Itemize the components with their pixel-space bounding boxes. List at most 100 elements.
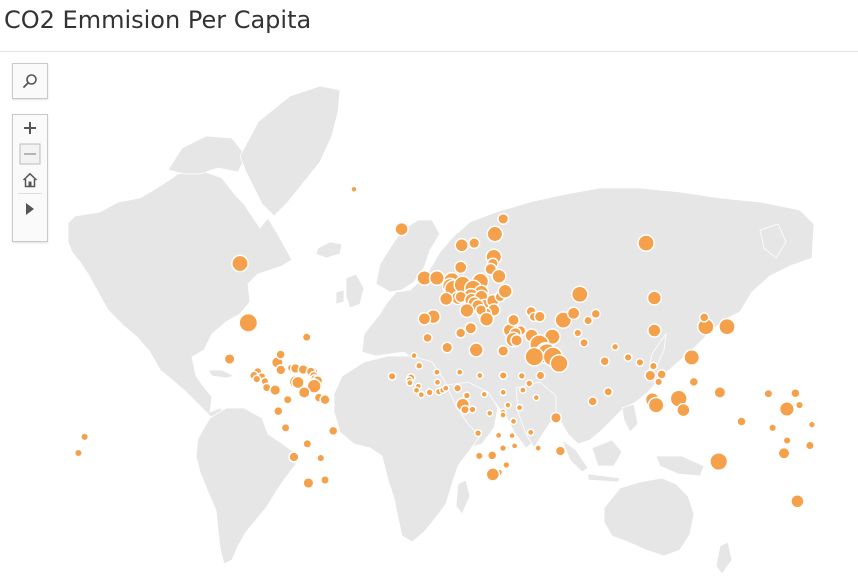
map-marker[interactable] [648,361,658,371]
map-marker[interactable] [417,390,426,399]
map-marker[interactable] [502,460,511,470]
map-marker[interactable] [319,394,331,406]
map-marker[interactable] [485,409,494,417]
map-marker[interactable] [350,185,358,193]
map-marker[interactable] [804,440,815,451]
map-marker[interactable] [637,234,655,252]
map-marker[interactable] [273,405,284,417]
map-marker[interactable] [455,368,464,377]
map-marker[interactable] [599,355,610,367]
map-marker[interactable] [485,467,501,482]
map-marker[interactable] [533,310,546,323]
map-marker[interactable] [519,386,527,394]
map-marker[interactable] [433,378,442,387]
map-marker[interactable] [790,494,805,509]
map-marker[interactable] [80,432,90,442]
map-marker[interactable] [525,379,534,388]
map-marker[interactable] [491,268,507,284]
map-marker[interactable] [394,221,409,237]
map-marker[interactable] [768,423,778,433]
map-marker[interactable] [794,400,805,410]
map-marker[interactable] [474,451,484,461]
map-marker[interactable] [499,411,507,419]
zoom-in-button[interactable] [13,115,47,141]
map-marker[interactable] [275,364,287,376]
map-marker[interactable] [507,313,520,327]
map-marker[interactable] [644,369,657,382]
map-marker[interactable] [647,396,665,414]
map-marker[interactable] [646,290,663,306]
map-marker[interactable] [252,374,262,384]
pan-mode-button[interactable] [13,194,47,224]
map-marker[interactable] [468,342,484,358]
map-marker[interactable] [415,361,424,370]
map-marker[interactable] [778,400,795,418]
map-marker[interactable] [306,378,322,394]
map-marker[interactable] [504,401,512,409]
map-marker[interactable] [425,388,434,397]
map-marker[interactable] [438,291,454,307]
map-marker[interactable] [288,451,300,463]
map-marker[interactable] [464,321,478,335]
map-marker[interactable] [441,341,454,354]
map-marker[interactable] [73,448,83,458]
map-marker[interactable] [508,431,516,440]
map-marker[interactable] [579,337,589,348]
search-button[interactable] [13,64,47,98]
zoom-out-button[interactable] [13,141,47,167]
map-marker[interactable] [610,342,620,351]
map-marker[interactable] [497,212,510,225]
map-marker[interactable] [269,384,282,397]
map-marker[interactable] [566,306,581,321]
map-marker[interactable] [790,387,801,399]
map-marker[interactable] [478,311,495,327]
map-marker[interactable] [590,308,602,320]
map-marker[interactable] [570,285,589,304]
map-marker[interactable] [468,405,477,414]
map-marker[interactable] [453,383,463,393]
map-marker[interactable] [499,388,508,397]
map-marker[interactable] [782,435,792,446]
map-marker[interactable] [535,370,546,381]
map-marker[interactable] [517,371,526,381]
map-marker[interactable] [291,375,305,390]
map-marker[interactable] [497,344,510,358]
map-marker[interactable] [587,396,598,407]
map-marker[interactable] [433,368,441,377]
map-marker[interactable] [460,404,470,415]
map-marker[interactable] [486,450,498,461]
map-marker[interactable] [412,386,421,395]
map-marker[interactable] [327,425,339,437]
map-marker[interactable] [603,386,614,397]
map-marker[interactable] [280,422,291,433]
map-marker[interactable] [709,451,729,472]
map-marker[interactable] [736,416,747,427]
map-marker[interactable] [573,328,583,338]
map-marker[interactable] [683,348,701,366]
map-marker[interactable] [583,315,594,326]
map-marker[interactable] [410,351,418,360]
map-marker[interactable] [532,393,541,402]
map-marker[interactable] [301,332,312,343]
map-marker[interactable] [387,371,397,381]
map-marker[interactable] [238,312,259,333]
map-marker[interactable] [297,385,311,399]
map-marker[interactable] [654,377,664,387]
map-marker[interactable] [480,390,489,399]
map-marker[interactable] [635,357,645,367]
map-marker[interactable] [524,346,545,367]
map-marker[interactable] [549,411,563,424]
map-marker[interactable] [623,352,633,362]
map-marker[interactable] [455,327,467,339]
map-marker[interactable] [223,352,236,366]
map-marker[interactable] [676,402,691,418]
map-marker[interactable] [554,445,567,457]
map-marker[interactable] [282,394,293,405]
map-marker[interactable] [468,237,481,250]
map-marker[interactable] [428,269,445,287]
map-marker[interactable] [509,417,518,426]
map-marker[interactable] [320,475,330,485]
map-marker[interactable] [494,431,503,440]
map-marker[interactable] [688,376,700,388]
map-marker[interactable] [515,403,524,412]
